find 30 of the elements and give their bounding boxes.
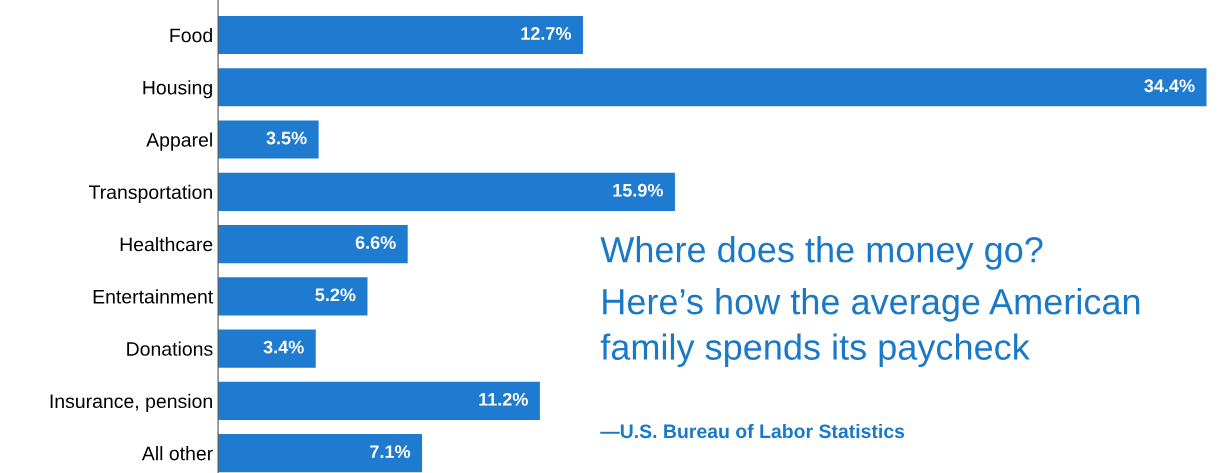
data-label: 12.7% (521, 27, 572, 40)
y-tick-label: Transportation (88, 184, 212, 203)
bar (218, 68, 1207, 107)
bar (218, 277, 368, 316)
data-label: 7.1% (370, 445, 411, 458)
data-label: 5.2% (315, 288, 356, 302)
data-label: 6.6% (355, 236, 396, 249)
bar (218, 225, 408, 264)
bar (218, 172, 675, 211)
y-tick-label: Healthcare (120, 237, 213, 252)
text: Here’s how the average American family spends its paycheck (600, 288, 1140, 368)
annotation: —U.S. Bureau of Labor Statistics (600, 423, 905, 439)
bar (218, 434, 423, 473)
data-label: 34.4% (1144, 79, 1195, 93)
y-tick-label: Insurance, pension (50, 393, 212, 412)
bar (218, 329, 316, 368)
data-label: 11.2% (479, 392, 528, 406)
data-label: 3.4% (263, 340, 304, 354)
y-tick-label: All other (141, 446, 213, 461)
y-tick-label: Entertainment (93, 289, 214, 304)
bar (218, 15, 583, 55)
y-tick-label: Apparel (146, 132, 212, 151)
data-label: 15.9% (613, 183, 663, 197)
y-tick-label: Donations (127, 341, 213, 356)
y-tick-label: Housing (143, 80, 212, 99)
y-tick-label: Food (170, 27, 212, 43)
data-label: 3.5% (266, 131, 307, 145)
bar (218, 120, 319, 159)
bar (218, 381, 540, 420)
text: Where does the money go? (600, 236, 1043, 270)
